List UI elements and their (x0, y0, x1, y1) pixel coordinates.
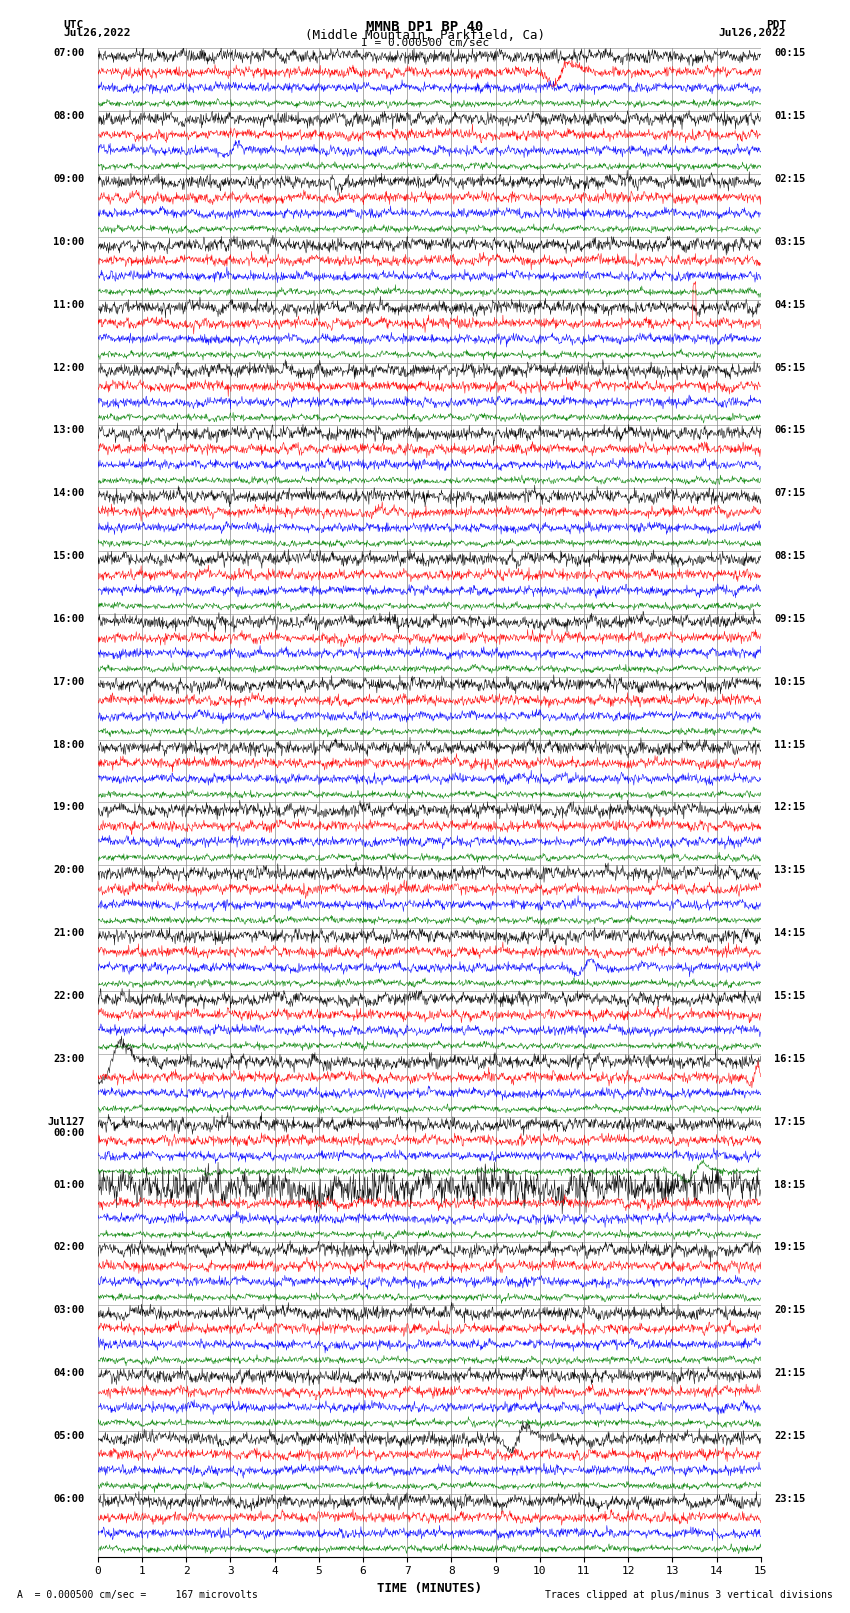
Text: Jul127
00:00: Jul127 00:00 (47, 1116, 84, 1139)
Text: I = 0.000500 cm/sec: I = 0.000500 cm/sec (361, 39, 489, 48)
Text: 05:15: 05:15 (774, 363, 805, 373)
Text: 08:00: 08:00 (54, 111, 84, 121)
Text: 09:00: 09:00 (54, 174, 84, 184)
Text: 03:00: 03:00 (54, 1305, 84, 1315)
Text: 04:15: 04:15 (774, 300, 805, 310)
Text: (Middle Mountain, Parkfield, Ca): (Middle Mountain, Parkfield, Ca) (305, 29, 545, 42)
Text: 16:15: 16:15 (774, 1053, 805, 1065)
Text: 11:00: 11:00 (54, 300, 84, 310)
Text: 15:15: 15:15 (774, 990, 805, 1002)
Text: 11:15: 11:15 (774, 740, 805, 750)
Text: 19:15: 19:15 (774, 1242, 805, 1252)
Text: 09:15: 09:15 (774, 615, 805, 624)
Text: Jul26,2022: Jul26,2022 (64, 27, 131, 37)
Text: 16:00: 16:00 (54, 615, 84, 624)
Text: 21:15: 21:15 (774, 1368, 805, 1378)
Text: UTC: UTC (64, 19, 84, 31)
Text: 23:15: 23:15 (774, 1494, 805, 1503)
Text: 06:15: 06:15 (774, 426, 805, 436)
Text: 08:15: 08:15 (774, 552, 805, 561)
Text: 21:00: 21:00 (54, 927, 84, 939)
Text: Jul26,2022: Jul26,2022 (719, 27, 786, 37)
Text: 15:00: 15:00 (54, 552, 84, 561)
Text: 10:00: 10:00 (54, 237, 84, 247)
Text: 14:00: 14:00 (54, 489, 84, 498)
Text: 01:00: 01:00 (54, 1179, 84, 1189)
Text: PDT: PDT (766, 19, 786, 31)
Text: 14:15: 14:15 (774, 927, 805, 939)
Text: 19:00: 19:00 (54, 803, 84, 813)
Text: 01:15: 01:15 (774, 111, 805, 121)
Text: A  = 0.000500 cm/sec =     167 microvolts: A = 0.000500 cm/sec = 167 microvolts (17, 1590, 258, 1600)
Text: 03:15: 03:15 (774, 237, 805, 247)
Text: Traces clipped at plus/minus 3 vertical divisions: Traces clipped at plus/minus 3 vertical … (545, 1590, 833, 1600)
Text: 05:00: 05:00 (54, 1431, 84, 1440)
Text: 12:15: 12:15 (774, 803, 805, 813)
Text: 04:00: 04:00 (54, 1368, 84, 1378)
Text: 23:00: 23:00 (54, 1053, 84, 1065)
Text: 13:15: 13:15 (774, 865, 805, 876)
Text: 20:00: 20:00 (54, 865, 84, 876)
Text: 06:00: 06:00 (54, 1494, 84, 1503)
Text: 20:15: 20:15 (774, 1305, 805, 1315)
Text: 10:15: 10:15 (774, 677, 805, 687)
Text: 18:00: 18:00 (54, 740, 84, 750)
Text: 22:00: 22:00 (54, 990, 84, 1002)
Text: 13:00: 13:00 (54, 426, 84, 436)
Text: 02:15: 02:15 (774, 174, 805, 184)
Text: 17:15: 17:15 (774, 1116, 805, 1126)
Text: 07:15: 07:15 (774, 489, 805, 498)
X-axis label: TIME (MINUTES): TIME (MINUTES) (377, 1582, 482, 1595)
Text: 22:15: 22:15 (774, 1431, 805, 1440)
Text: 02:00: 02:00 (54, 1242, 84, 1252)
Text: 07:00: 07:00 (54, 48, 84, 58)
Text: 18:15: 18:15 (774, 1179, 805, 1189)
Text: 17:00: 17:00 (54, 677, 84, 687)
Text: MMNB DP1 BP 40: MMNB DP1 BP 40 (366, 19, 484, 34)
Text: 00:15: 00:15 (774, 48, 805, 58)
Text: 12:00: 12:00 (54, 363, 84, 373)
